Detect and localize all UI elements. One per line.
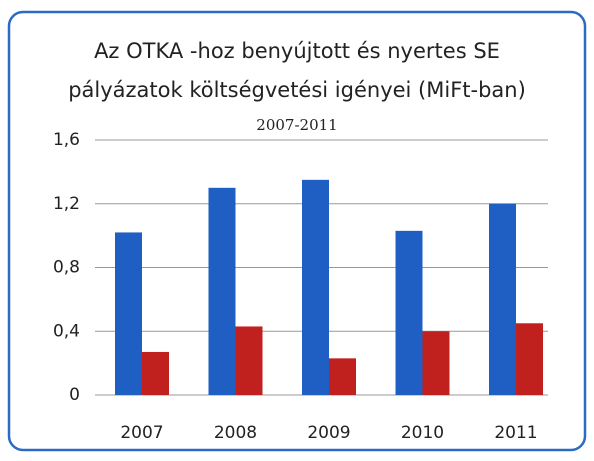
chart-title: pályázatok költségvetési igényei (MiFt-b… — [68, 78, 526, 102]
y-tick-label: 0,8 — [53, 258, 80, 278]
y-tick-label: 0,4 — [53, 321, 80, 341]
bar — [235, 326, 263, 395]
bar — [329, 358, 356, 395]
x-tick-label: 2007 — [120, 423, 163, 443]
bar — [142, 351, 169, 395]
bar — [115, 232, 142, 395]
bar — [208, 187, 236, 395]
bar — [516, 323, 543, 395]
y-tick-label: 1,6 — [53, 130, 80, 150]
y-tick-label: 1,2 — [53, 194, 80, 214]
chart-title: Az OTKA -hoz benyújtott és nyertes SE — [94, 39, 500, 63]
x-tick-label: 2010 — [401, 423, 444, 443]
chart-subtitle: 2007-2011 — [256, 116, 337, 134]
x-tick-label: 2009 — [307, 423, 350, 443]
x-tick-label: 2008 — [214, 423, 257, 443]
bar — [489, 203, 516, 395]
x-tick-label: 2011 — [494, 423, 537, 443]
y-tick-label: 0 — [69, 385, 80, 405]
bar — [422, 331, 450, 395]
bar — [302, 179, 329, 395]
bar — [395, 230, 423, 395]
